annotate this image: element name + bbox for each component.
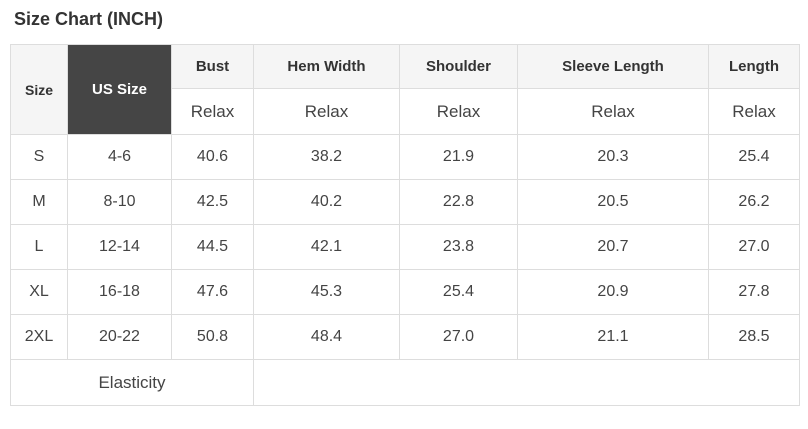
shoulder-cell: 23.8 bbox=[399, 224, 518, 270]
length-cell: 25.4 bbox=[708, 134, 800, 180]
column-header-us-size: US Size bbox=[67, 44, 172, 135]
hem-width-cell: 42.1 bbox=[253, 224, 400, 270]
column-header-size: Size bbox=[10, 44, 68, 135]
hem-width-cell: 40.2 bbox=[253, 179, 400, 225]
column-header-length: Length bbox=[708, 44, 800, 89]
size-cell: S bbox=[10, 134, 68, 180]
column-header-bust: Bust bbox=[171, 44, 254, 89]
hem-width-cell: 38.2 bbox=[253, 134, 400, 180]
size-cell: M bbox=[10, 179, 68, 225]
sleeve-length-cell: 20.9 bbox=[517, 269, 709, 315]
bust-cell: 44.5 bbox=[171, 224, 254, 270]
table-row-2xl: 2XL 20-22 50.8 48.4 27.0 21.1 28.5 bbox=[10, 314, 800, 360]
shoulder-cell: 22.8 bbox=[399, 179, 518, 225]
us-size-cell: 8-10 bbox=[67, 179, 172, 225]
shoulder-cell: 27.0 bbox=[399, 314, 518, 360]
bust-cell: 40.6 bbox=[171, 134, 254, 180]
fit-cell-bust: Relax bbox=[171, 88, 254, 135]
fit-cell-sleeve-length: Relax bbox=[517, 88, 709, 135]
fit-subheader-row: Relax Relax Relax Relax Relax bbox=[11, 88, 800, 135]
column-header-sleeve-length: Sleeve Length bbox=[517, 44, 709, 89]
us-size-cell: 12-14 bbox=[67, 224, 172, 270]
column-header-shoulder: Shoulder bbox=[399, 44, 518, 89]
hem-width-cell: 48.4 bbox=[253, 314, 400, 360]
fit-cell-shoulder: Relax bbox=[399, 88, 518, 135]
shoulder-cell: 21.9 bbox=[399, 134, 518, 180]
header-row: Size US Size Bust Hem Width Shoulder Sle… bbox=[10, 44, 800, 135]
bust-cell: 47.6 bbox=[171, 269, 254, 315]
elasticity-row: Elasticity bbox=[10, 359, 800, 406]
table-row-s: S 4-6 40.6 38.2 21.9 20.3 25.4 bbox=[10, 134, 800, 180]
size-cell: XL bbox=[10, 269, 68, 315]
length-cell: 27.8 bbox=[708, 269, 800, 315]
column-header-hem-width: Hem Width bbox=[253, 44, 400, 89]
table-row-m: M 8-10 42.5 40.2 22.8 20.5 26.2 bbox=[10, 179, 800, 225]
length-cell: 27.0 bbox=[708, 224, 800, 270]
length-cell: 28.5 bbox=[708, 314, 800, 360]
table-row-xl: XL 16-18 47.6 45.3 25.4 20.9 27.8 bbox=[10, 269, 800, 315]
fit-cell-hem-width: Relax bbox=[253, 88, 400, 135]
elasticity-label-cell: Elasticity bbox=[10, 359, 254, 406]
hem-width-cell: 45.3 bbox=[253, 269, 400, 315]
sleeve-length-cell: 20.5 bbox=[517, 179, 709, 225]
shoulder-cell: 25.4 bbox=[399, 269, 518, 315]
us-size-cell: 4-6 bbox=[67, 134, 172, 180]
elasticity-value-cell bbox=[253, 359, 800, 406]
length-cell: 26.2 bbox=[708, 179, 800, 225]
fit-cell-length: Relax bbox=[708, 88, 800, 135]
bust-cell: 50.8 bbox=[171, 314, 254, 360]
page-title: Size Chart (INCH) bbox=[14, 9, 164, 29]
table-row-l: L 12-14 44.5 42.1 23.8 20.7 27.0 bbox=[10, 224, 800, 270]
us-size-cell: 20-22 bbox=[67, 314, 172, 360]
bust-cell: 42.5 bbox=[171, 179, 254, 225]
size-chart-table: Size US Size Bust Hem Width Shoulder Sle… bbox=[10, 44, 800, 406]
us-size-cell: 16-18 bbox=[67, 269, 172, 315]
size-cell: L bbox=[10, 224, 68, 270]
size-cell: 2XL bbox=[10, 314, 68, 360]
sleeve-length-cell: 21.1 bbox=[517, 314, 709, 360]
sleeve-length-cell: 20.3 bbox=[517, 134, 709, 180]
sleeve-length-cell: 20.7 bbox=[517, 224, 709, 270]
